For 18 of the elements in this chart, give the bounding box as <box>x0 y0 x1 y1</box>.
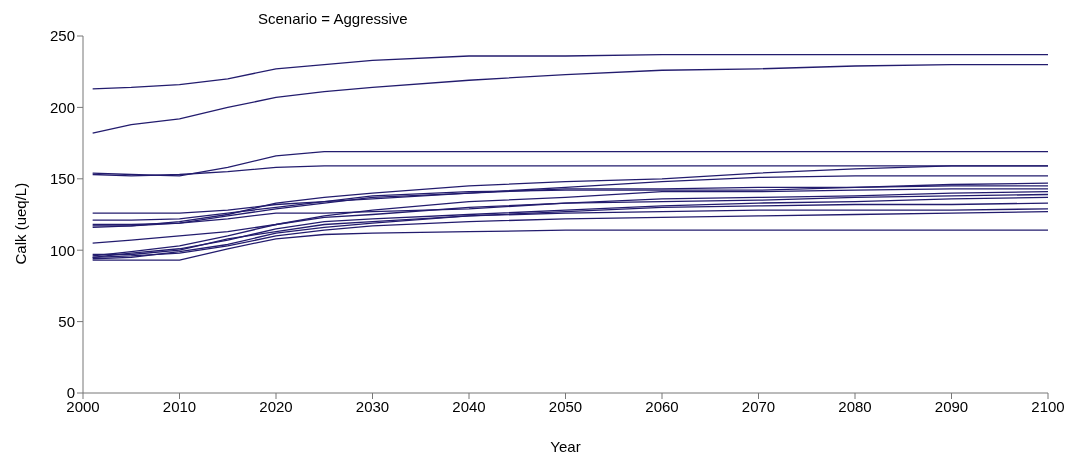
chart-title: Scenario = Aggressive <box>258 10 408 27</box>
y-tick-label: 150 <box>49 170 75 188</box>
y-tick-label: 250 <box>49 27 75 45</box>
x-tick-label: 2090 <box>934 397 969 415</box>
y-tick-label: 200 <box>49 98 75 116</box>
y-tick-label: 50 <box>58 312 75 330</box>
x-tick-label: 2030 <box>355 397 390 415</box>
y-tick-label: 100 <box>49 241 75 259</box>
x-axis-title: Year <box>550 437 581 455</box>
x-tick-label: 2100 <box>1031 397 1065 415</box>
x-tick-label: 2020 <box>259 397 293 415</box>
x-tick-label: 2070 <box>741 397 776 415</box>
x-tick-label: 2080 <box>838 397 872 415</box>
x-tick-label: 2050 <box>548 397 583 415</box>
y-axis-title: Calk (ueq/L) <box>12 182 30 265</box>
x-tick-label: 2060 <box>645 397 679 415</box>
x-tick-label: 2010 <box>162 397 197 415</box>
x-tick-label: 2040 <box>452 397 486 415</box>
